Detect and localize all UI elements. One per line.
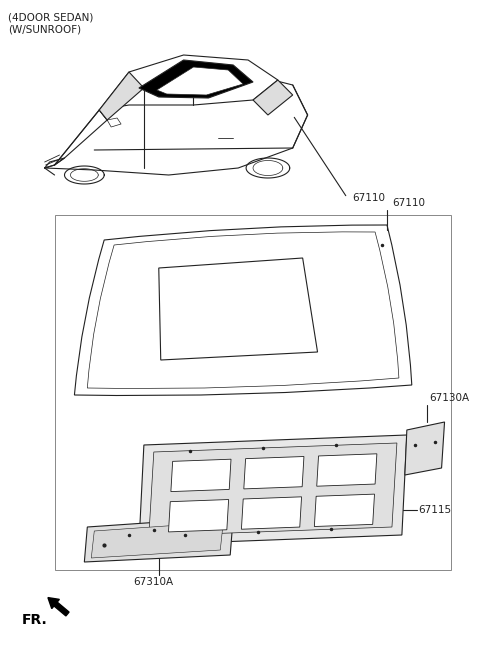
Text: 67130A: 67130A — [430, 393, 470, 403]
Polygon shape — [253, 80, 293, 115]
Polygon shape — [84, 517, 233, 562]
Text: (W/SUNROOF): (W/SUNROOF) — [8, 24, 81, 34]
Polygon shape — [91, 522, 223, 558]
Text: 67115: 67115 — [419, 505, 452, 515]
PathPatch shape — [87, 232, 399, 388]
Polygon shape — [159, 258, 318, 360]
Polygon shape — [149, 443, 397, 536]
Bar — [55, 215, 452, 570]
Text: 67310A: 67310A — [134, 577, 174, 587]
Text: 67110: 67110 — [352, 193, 385, 203]
Polygon shape — [241, 497, 301, 529]
Polygon shape — [171, 459, 231, 491]
Polygon shape — [139, 435, 407, 545]
Text: (4DOOR SEDAN): (4DOOR SEDAN) — [8, 12, 93, 22]
FancyArrow shape — [48, 598, 69, 616]
Polygon shape — [168, 499, 228, 532]
Polygon shape — [314, 494, 374, 527]
Polygon shape — [139, 60, 253, 98]
Text: 67110: 67110 — [392, 198, 425, 208]
Polygon shape — [99, 72, 144, 120]
Polygon shape — [157, 67, 243, 95]
Polygon shape — [99, 55, 278, 110]
Polygon shape — [45, 70, 308, 175]
Polygon shape — [405, 422, 444, 475]
Polygon shape — [317, 454, 377, 486]
PathPatch shape — [74, 225, 412, 396]
Text: FR.: FR. — [22, 613, 48, 627]
Polygon shape — [244, 457, 304, 489]
